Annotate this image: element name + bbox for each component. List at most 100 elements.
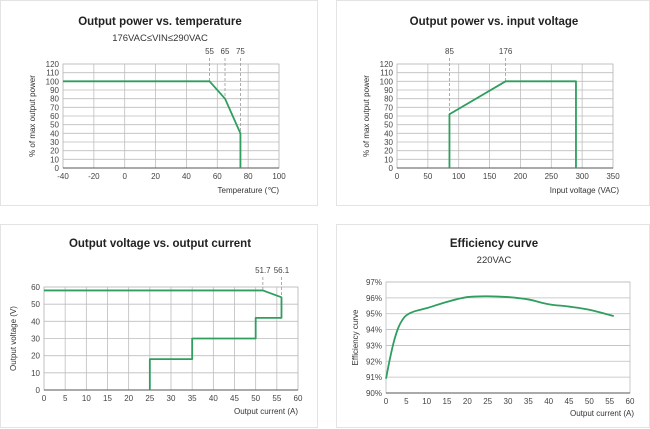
x-tick-label: 15 [103, 394, 112, 403]
x-tick-label: 15 [443, 397, 452, 406]
x-tick-label: 10 [82, 394, 91, 403]
y-tick-label: 50 [384, 121, 393, 130]
x-tick-label: 40 [182, 172, 191, 181]
x-axis-label: Output current (A) [234, 407, 298, 416]
x-tick-label: 0 [395, 172, 400, 181]
x-axis-label: Input voltage (VAC) [550, 186, 620, 195]
x-tick-label: 60 [294, 394, 303, 403]
annotation-label: 176 [499, 47, 513, 56]
y-tick-label: 60 [50, 112, 59, 121]
x-tick-label: 350 [606, 172, 620, 181]
y-tick-label: 10 [31, 369, 40, 378]
x-tick-label: 30 [167, 394, 176, 403]
y-tick-label: 90% [366, 389, 382, 398]
x-tick-label: 5 [63, 394, 68, 403]
y-tick-label: 40 [31, 317, 40, 326]
y-tick-label: 20 [50, 147, 59, 156]
x-tick-label: -20 [88, 172, 100, 181]
x-tick-label: 20 [151, 172, 160, 181]
x-tick-label: 25 [145, 394, 154, 403]
y-axis-label: Efficiency curve [351, 309, 360, 365]
x-tick-label: 35 [524, 397, 533, 406]
y-tick-label: 50 [31, 300, 40, 309]
y-tick-label: 90 [50, 86, 59, 95]
annotation-label: 65 [221, 47, 230, 56]
x-tick-label: 0 [384, 397, 389, 406]
y-tick-label: 90 [384, 86, 393, 95]
x-tick-label: 50 [585, 397, 594, 406]
chart-title: Output voltage vs. output current [69, 238, 251, 250]
chart-panel-power-vs-input-voltage: Output power vs. input voltage 0 50 100 150 2… [336, 0, 650, 206]
x-tick-label: 50 [251, 394, 260, 403]
y-tick-label: 10 [384, 155, 393, 164]
y-tick-label: 110 [380, 69, 393, 78]
x-tick-label: 45 [230, 394, 239, 403]
y-tick-label: 96% [366, 294, 382, 303]
annotation-label: 85 [445, 47, 454, 56]
chart-subtitle: 176VAC≤VIN≤290VAC [112, 33, 208, 44]
chart-panel-voltage-vs-current: Output voltage vs. output current 0 5 10 15 2… [0, 224, 318, 428]
y-tick-label: 100 [46, 77, 60, 86]
series-line [44, 289, 283, 390]
y-tick-label: 80 [50, 95, 59, 104]
x-tick-label: 200 [514, 172, 528, 181]
x-tick-label: 50 [423, 172, 432, 181]
x-tick-label: 45 [565, 397, 574, 406]
y-tick-label: 30 [384, 138, 393, 147]
x-tick-label: 35 [188, 394, 197, 403]
annotation-label: 75 [236, 47, 245, 56]
y-tick-label: 10 [50, 155, 59, 164]
y-tick-label: 40 [50, 129, 59, 138]
y-axis-label: Output voltage (V) [9, 306, 18, 371]
chart-title: Output power vs. temperature [78, 16, 242, 28]
x-tick-label: 30 [504, 397, 513, 406]
y-tick-label: 80 [384, 95, 393, 104]
y-tick-label: 100 [380, 77, 394, 86]
y-axis-label: % of max output power [362, 75, 371, 157]
chart-title: Output power vs. input voltage [410, 16, 579, 28]
chart-svg: Efficiency curve 220VAC 0 5 10 15 20 25 30 35 40 45… [351, 238, 635, 418]
x-tick-label: 300 [575, 172, 589, 181]
x-tick-label: 100 [272, 172, 286, 181]
x-tick-label: 250 [545, 172, 559, 181]
y-tick-label: 93% [366, 341, 382, 350]
y-tick-label: 95% [366, 310, 382, 319]
x-axis-label: Temperature (℃) [218, 186, 280, 195]
y-tick-label: 40 [384, 129, 393, 138]
chart-panel-power-vs-temperature: Output power vs. temperature 176VAC≤VIN≤2… [0, 0, 318, 206]
x-tick-label: 0 [42, 394, 47, 403]
y-tick-label: 97% [366, 278, 382, 287]
y-tick-label: 20 [384, 147, 393, 156]
y-tick-label: 110 [46, 69, 59, 78]
y-tick-label: 70 [384, 103, 393, 112]
x-tick-label: 10 [422, 397, 431, 406]
y-tick-label: 30 [31, 335, 40, 344]
x-tick-label: 40 [544, 397, 553, 406]
x-tick-label: 60 [626, 397, 635, 406]
x-tick-label: 80 [244, 172, 253, 181]
x-tick-label: 40 [209, 394, 218, 403]
plot-frame [385, 281, 631, 394]
x-tick-label: 55 [272, 394, 281, 403]
chart-title: Efficiency curve [450, 238, 538, 250]
series-line [448, 80, 577, 168]
x-tick-label: 5 [404, 397, 409, 406]
x-tick-label: 20 [463, 397, 472, 406]
y-axis-label: % of max output power [28, 75, 37, 157]
series-line [385, 295, 614, 379]
x-tick-label: 20 [124, 394, 133, 403]
chart-svg: Output power vs. input voltage 0 50 100 150 2… [362, 16, 620, 195]
x-tick-label: 150 [483, 172, 497, 181]
y-tick-label: 91% [366, 373, 382, 382]
y-tick-label: 120 [46, 60, 60, 69]
annotation-label: 55 [205, 47, 214, 56]
x-tick-label: -40 [57, 172, 69, 181]
x-tick-label: 55 [605, 397, 614, 406]
x-tick-label: 0 [122, 172, 127, 181]
x-tick-label: 60 [213, 172, 222, 181]
y-tick-label: 20 [31, 352, 40, 361]
y-tick-label: 0 [36, 386, 41, 395]
annotation-label: 51.7 [255, 266, 271, 275]
y-tick-label: 0 [55, 164, 60, 173]
chart-svg: Output power vs. temperature 176VAC≤VIN≤2… [28, 16, 286, 195]
